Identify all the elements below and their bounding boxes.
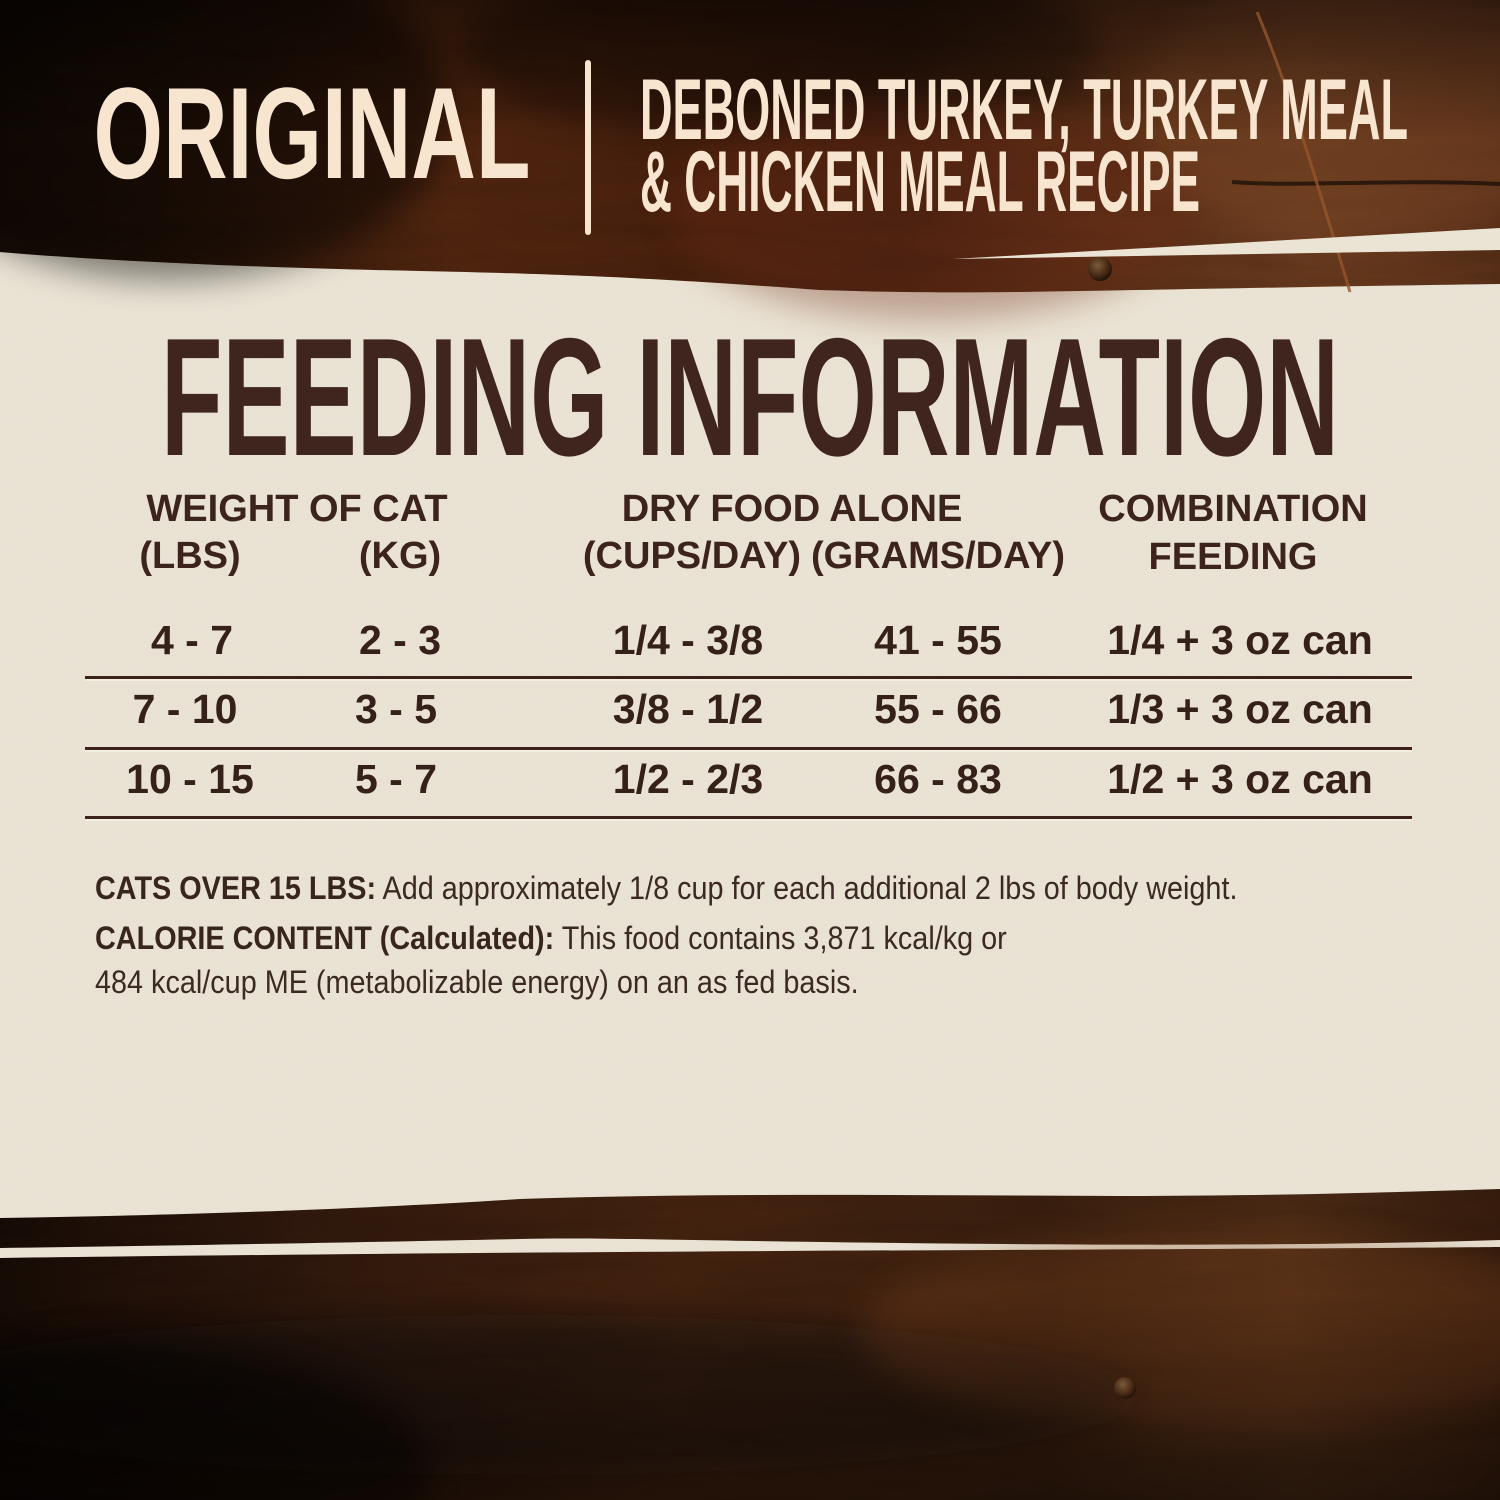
note-label: CALORIE CONTENT (Calculated):: [95, 920, 555, 956]
table-rule: [85, 747, 1412, 750]
table-rule: [85, 816, 1412, 819]
table-cell: 66 - 83: [874, 756, 1002, 802]
table-cell: 5 - 7: [354, 756, 438, 802]
combination-line2: FEEDING: [1148, 535, 1318, 578]
unit-header-kg: (KG): [358, 535, 442, 577]
table-cell: 3 - 5: [354, 686, 438, 732]
bottom-wood-board: [0, 1230, 1500, 1500]
table-cell: 4 - 7: [150, 617, 234, 663]
unit-header-lbs: (LBS): [139, 535, 241, 577]
note-calorie-content-line2: 484 kcal/cup ME (metabolizable energy) o…: [95, 963, 859, 1001]
table-cell: 1/2 - 2/3: [612, 756, 764, 802]
recipe-title-line1: DEBONED TURKEY, TURKEY MEAL: [640, 62, 1408, 158]
note-calorie-content: CALORIE CONTENT (Calculated): This food …: [95, 919, 1007, 957]
table-cell: 3/8 - 1/2: [612, 686, 764, 732]
variant-label: ORIGINAL: [94, 60, 531, 206]
wood-crack-horizontal: [1231, 180, 1500, 186]
table-cell: 41 - 55: [874, 617, 1002, 663]
note-cats-over-15: CATS OVER 15 LBS: Add approximately 1/8 …: [95, 869, 1237, 907]
cream-wedge: [952, 228, 1500, 259]
top-wood-board: [0, 0, 1500, 320]
table-cell: 1/4 + 3 oz can: [1107, 617, 1373, 663]
combination-line1: COMBINATION: [1098, 488, 1368, 530]
group-header-combination-feeding: COMBINATION FEEDING: [1098, 486, 1368, 582]
group-header-weight-of-cat: WEIGHT OF CAT: [146, 488, 448, 530]
group-header-dry-food-alone: DRY FOOD ALONE: [621, 488, 963, 530]
unit-header-cups-day: (CUPS/DAY): [582, 535, 802, 577]
table-rule: [85, 676, 1412, 679]
table-cell: 10 - 15: [126, 756, 254, 802]
feeding-information-title: FEEDING INFORMATION: [161, 303, 1339, 491]
nail-top: [1088, 257, 1112, 281]
note-text: This food contains 3,871 kcal/kg or: [561, 920, 1007, 956]
table-cell: 1/2 + 3 oz can: [1107, 756, 1373, 802]
wood-crack-diagonal: [1255, 11, 1352, 293]
table-cell: 7 - 10: [132, 686, 238, 732]
header-divider: [585, 60, 591, 235]
recipe-title-line2: & CHICKEN MEAL RECIPE: [640, 134, 1200, 230]
table-cell: 55 - 66: [874, 686, 1002, 732]
note-text: Add approximately 1/8 cup for each addit…: [382, 870, 1238, 906]
table-cell: 1/4 - 3/8: [612, 617, 764, 663]
note-label: CATS OVER 15 LBS:: [95, 870, 377, 906]
unit-header-grams-day: (GRAMS/DAY): [810, 535, 1066, 577]
table-cell: 2 - 3: [358, 617, 442, 663]
table-cell: 1/3 + 3 oz can: [1107, 686, 1373, 732]
note-text: 484 kcal/cup ME (metabolizable energy) o…: [95, 964, 859, 1000]
nail-bottom: [1114, 1377, 1136, 1399]
